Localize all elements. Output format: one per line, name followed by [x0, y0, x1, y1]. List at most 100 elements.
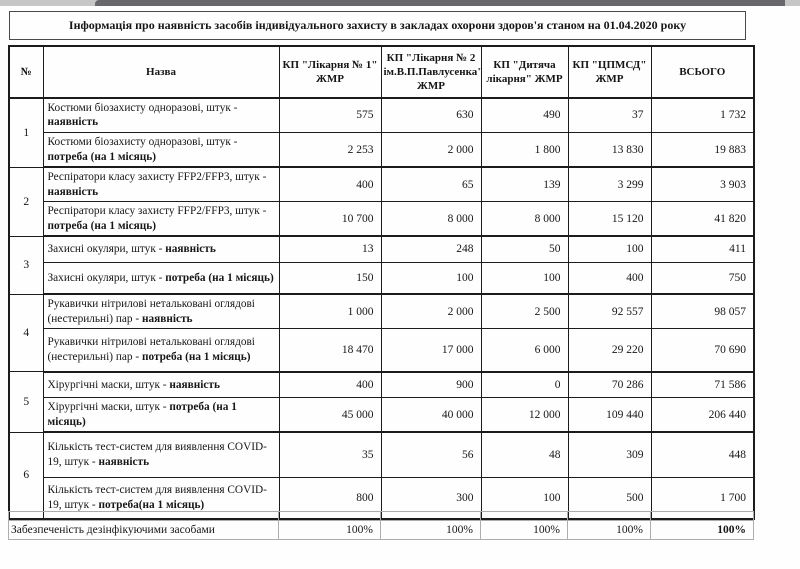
value-cell: 248 — [380, 235, 482, 263]
value-cell: 1 000 — [278, 293, 382, 330]
item-name-cell: Кількість тест-систем для виявлення COVI… — [42, 431, 280, 478]
item-name-cell: Рукавички нітрилові нетальковані оглядов… — [42, 328, 280, 373]
value-cell: 630 — [380, 97, 482, 133]
column-header-hospital2: КП "Лікарня № 2 ім.В.П.Павлусенка" ЖМР — [380, 45, 482, 99]
spacer-row — [8, 511, 754, 521]
value-cell: 17 000 — [380, 328, 482, 373]
document-title: Інформація про наявність засобів індивід… — [68, 18, 687, 32]
value-cell: 40 000 — [380, 397, 482, 434]
browser-chrome-strip — [0, 0, 800, 6]
value-cell: 6 000 — [480, 328, 569, 373]
value-cell: 3 903 — [650, 166, 755, 203]
table-row: 5 Хірургічні маски, штук - наявність 400… — [8, 371, 755, 433]
row-group-number: 1 — [8, 97, 44, 168]
table-row: 4 Рукавички нітрилові нетальковані огляд… — [8, 293, 755, 373]
browser-tab-edge — [95, 0, 785, 6]
value-cell: 13 830 — [567, 131, 652, 169]
value-cell: 206 440 — [650, 397, 755, 434]
table-row: 3 Захисні окуляри, штук - наявність 13 2… — [8, 235, 755, 295]
value-cell: 400 — [567, 261, 652, 296]
row-group-number: 3 — [8, 235, 44, 295]
item-name-cell: Рукавички нітрилові нетальковані оглядов… — [42, 293, 280, 330]
ppe-availability-table: № Назва КП "Лікарня № 1" ЖМР КП "Лікарня… — [8, 45, 755, 521]
value-cell: 92 557 — [567, 293, 652, 330]
disinfectant-supply-table: Забезпеченість дезінфікуючими засобами 1… — [8, 511, 754, 540]
table-row: 1 Костюми біозахисту одноразові, штук - … — [8, 97, 755, 168]
value-cell: 12 000 — [480, 397, 569, 434]
value-cell: 0 — [480, 371, 569, 399]
row-group-number: 5 — [8, 371, 44, 433]
item-name-cell: Респіратори класу захисту FFP2/FFP3, шту… — [42, 201, 280, 238]
value-cell: 2 000 — [380, 293, 482, 330]
document-title-box: Інформація про наявність засобів індивід… — [9, 11, 746, 40]
value-cell: 98 057 — [650, 293, 755, 330]
value-cell: 50 — [480, 235, 569, 263]
value-cell: 109 440 — [567, 397, 652, 434]
value-cell: 70 690 — [650, 328, 755, 373]
value-cell: 13 — [278, 235, 382, 263]
value-cell: 750 — [650, 261, 755, 296]
disinfectant-value-cell: 100% — [567, 520, 651, 540]
item-name-cell: Костюми біозахисту одноразові, штук - по… — [42, 131, 280, 169]
value-cell: 65 — [380, 166, 482, 203]
table-row: Захисні окуляри, штук - потреба (на 1 мі… — [9, 261, 755, 296]
item-name-cell: Захисні окуляри, штук - потреба (на 1 мі… — [42, 261, 280, 296]
value-cell: 100 — [567, 235, 652, 263]
value-cell: 2 500 — [480, 293, 569, 330]
value-cell: 100 — [480, 261, 569, 296]
spacer-cell — [567, 511, 651, 521]
table-row: Респіратори класу захисту FFP2/FFP3, шту… — [9, 201, 755, 238]
spacer-cell — [8, 511, 279, 521]
item-name-cell: Хірургічні маски, штук - наявність — [42, 371, 280, 399]
value-cell: 70 286 — [567, 371, 652, 399]
value-cell: 56 — [380, 431, 482, 478]
value-cell: 575 — [278, 97, 382, 133]
disinfectant-total-cell: 100% — [650, 520, 754, 540]
item-name-cell: Костюми біозахисту одноразові, штук - на… — [42, 97, 280, 133]
row-group-number: 6 — [8, 431, 44, 520]
header-row: № Назва КП "Лікарня № 1" ЖМР КП "Лікарня… — [8, 45, 755, 99]
spacer-cell — [380, 511, 481, 521]
disinfectant-value-cell: 100% — [278, 520, 381, 540]
item-name-cell: Захисні окуляри, штук - наявність — [42, 235, 280, 263]
item-name-cell: Хірургічні маски, штук - потреба (на 1 м… — [42, 397, 280, 434]
value-cell: 1 732 — [650, 97, 755, 133]
spacer-cell — [480, 511, 568, 521]
column-header-name: Назва — [42, 45, 280, 99]
value-cell: 18 470 — [278, 328, 382, 373]
value-cell: 490 — [480, 97, 569, 133]
value-cell: 37 — [567, 97, 652, 133]
value-cell: 2 253 — [278, 131, 382, 169]
value-cell: 411 — [650, 235, 755, 263]
column-header-hospital1: КП "Лікарня № 1" ЖМР — [278, 45, 382, 99]
disinfectant-row-label: Забезпеченість дезінфікуючими засобами — [8, 520, 279, 540]
column-header-children-hospital: КП "Дитяча лікарня" ЖМР — [480, 45, 569, 99]
value-cell: 900 — [380, 371, 482, 399]
value-cell: 139 — [480, 166, 569, 203]
spacer-cell — [650, 511, 754, 521]
value-cell: 48 — [480, 431, 569, 478]
row-group-number: 2 — [8, 166, 44, 237]
value-cell: 29 220 — [567, 328, 652, 373]
value-cell: 400 — [278, 166, 382, 203]
value-cell: 8 000 — [480, 201, 569, 238]
item-name-cell: Респіратори класу захисту FFP2/FFP3, шту… — [42, 166, 280, 203]
value-cell: 150 — [278, 261, 382, 296]
value-cell: 45 000 — [278, 397, 382, 434]
row-group-number: 4 — [8, 293, 44, 373]
disinfectant-value-cell: 100% — [480, 520, 568, 540]
value-cell: 15 120 — [567, 201, 652, 238]
value-cell: 8 000 — [380, 201, 482, 238]
table-row: 6 Кількість тест-систем для виявлення CO… — [8, 431, 755, 520]
column-header-cpmsd: КП "ЦПМСД" ЖМР — [567, 45, 652, 99]
value-cell: 400 — [278, 371, 382, 399]
value-cell: 448 — [650, 431, 755, 478]
table-row: Костюми біозахисту одноразові, штук - по… — [9, 131, 755, 169]
value-cell: 3 299 — [567, 166, 652, 203]
value-cell: 309 — [567, 431, 652, 478]
value-cell: 35 — [278, 431, 382, 478]
value-cell: 100 — [380, 261, 482, 296]
column-header-total: ВСЬОГО — [650, 45, 755, 99]
table-row: Рукавички нітрилові нетальковані оглядов… — [9, 328, 755, 373]
